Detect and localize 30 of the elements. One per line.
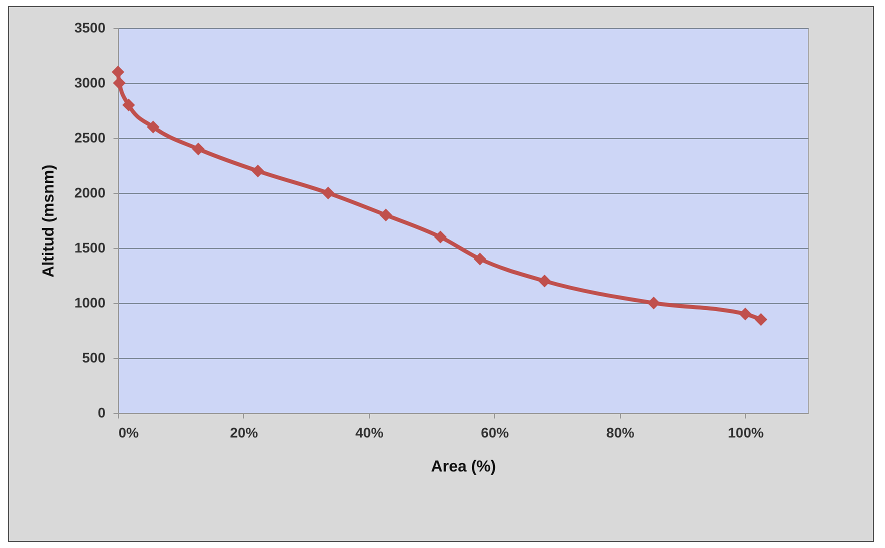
x-tick-label: 0% xyxy=(118,424,140,440)
point xyxy=(192,142,205,156)
y-tick-label: 2500 xyxy=(74,130,106,146)
x-tick-label: 40% xyxy=(355,424,384,440)
point xyxy=(474,252,486,266)
point xyxy=(322,186,334,200)
x-tick-label: 100% xyxy=(728,424,764,440)
y-tick-label: 3500 xyxy=(74,20,106,36)
x-tick-label: 80% xyxy=(606,424,635,440)
point xyxy=(538,274,551,288)
y-tick-label: 0 xyxy=(98,404,106,420)
y-tick-label: 1000 xyxy=(74,294,106,310)
point xyxy=(754,313,768,326)
y-tick-label: 1500 xyxy=(74,240,106,256)
point xyxy=(112,66,124,78)
y-tick-label: 2000 xyxy=(74,184,106,200)
point xyxy=(738,308,752,320)
point xyxy=(146,120,160,134)
y-tick-label: 500 xyxy=(82,350,106,366)
point xyxy=(252,164,264,178)
y-axis-title: Altitud (msnm) xyxy=(40,164,58,278)
x-axis-title: Area (%) xyxy=(431,458,496,476)
point xyxy=(112,76,126,90)
point xyxy=(122,98,135,112)
x-tick-label: 60% xyxy=(480,424,510,440)
point xyxy=(380,208,392,222)
x-tick-label: 20% xyxy=(230,424,259,440)
point xyxy=(647,296,660,310)
point xyxy=(434,230,447,244)
y-tick-label: 3000 xyxy=(74,74,106,90)
